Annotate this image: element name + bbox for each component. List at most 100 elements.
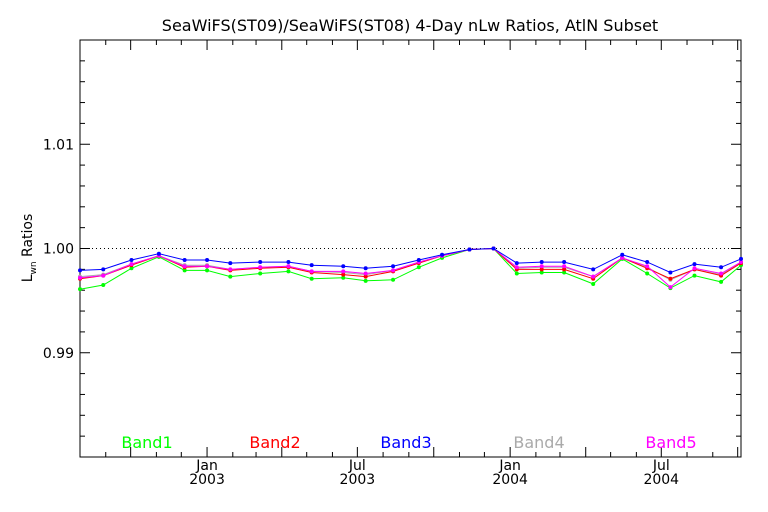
data-point-band3 [539, 260, 544, 265]
data-point-band1 [514, 271, 519, 276]
data-point-band3 [391, 264, 396, 269]
data-point-band3 [258, 260, 263, 265]
series-line-band3 [79, 247, 742, 274]
data-point-band5 [309, 269, 314, 274]
data-point-band1 [286, 269, 291, 274]
y-axis-label-rest: Ratios [20, 214, 36, 262]
data-point-band5 [739, 260, 743, 265]
x-tick-year: 2003 [189, 472, 225, 488]
data-point-band5 [341, 269, 346, 274]
x-tick-year: 2004 [492, 472, 528, 488]
data-point-band2 [341, 272, 346, 277]
data-point-band2 [363, 274, 368, 279]
data-point-band1 [591, 281, 596, 286]
data-point-band5 [645, 264, 650, 269]
legend-band3: Band3 [380, 433, 431, 452]
x-tick-month: Jul [652, 458, 670, 474]
data-point-band1 [539, 270, 544, 275]
data-point-band1 [341, 275, 346, 280]
y-axis-label-sub: wn [29, 261, 39, 274]
data-point-band5 [363, 271, 368, 276]
x-tick-year: 2004 [643, 472, 679, 488]
data-point-band5 [182, 264, 187, 269]
data-point-band3 [645, 260, 650, 265]
data-point-band1 [692, 273, 697, 278]
data-point-band5 [78, 275, 82, 280]
data-point-band3 [620, 252, 625, 257]
data-point-band1 [258, 271, 263, 276]
data-point-band3 [739, 256, 743, 261]
data-point-band5 [258, 265, 263, 270]
data-point-band3 [591, 267, 596, 272]
y-axis-label-main: L [20, 274, 36, 282]
data-point-band5 [205, 264, 210, 269]
data-point-band5 [591, 274, 596, 279]
data-point-band5 [129, 262, 134, 267]
data-point-band3 [467, 247, 472, 252]
data-point-band1 [562, 270, 567, 275]
data-point-band5 [719, 271, 724, 276]
data-point-band3 [156, 251, 161, 256]
data-point-band1 [309, 276, 314, 281]
data-point-band3 [416, 257, 421, 262]
data-point-band5 [539, 264, 544, 269]
y-tick-label: 0.99 [43, 346, 74, 362]
legend: Band1 Band2 Band3 Band4 Band5 [121, 433, 696, 452]
data-point-band3 [129, 257, 134, 262]
data-point-band3 [286, 260, 291, 265]
data-point-band3 [78, 268, 82, 273]
x-tick-month: Jan [498, 458, 521, 474]
data-point-band1 [129, 266, 134, 271]
data-point-band1 [719, 279, 724, 284]
data-point-band2 [562, 267, 567, 272]
series-line-band1 [79, 247, 742, 290]
data-point-band3 [363, 266, 368, 271]
y-axis-label: Lwn Ratios [20, 214, 39, 283]
data-point-band1 [416, 265, 421, 270]
data-point-band5 [101, 273, 106, 278]
data-point-band3 [101, 267, 106, 272]
data-point-band5 [692, 266, 697, 271]
data-point-band2 [539, 267, 544, 272]
data-point-band3 [309, 263, 314, 268]
data-point-band3 [182, 257, 187, 262]
data-point-band3 [719, 265, 724, 270]
data-point-band5 [391, 268, 396, 273]
data-point-band1 [391, 277, 396, 282]
data-point-band5 [514, 265, 519, 270]
x-tick-month: Jul [348, 458, 366, 474]
data-point-band3 [692, 262, 697, 267]
y-axis: 0.99 1.00 1.01 [43, 60, 741, 437]
data-point-band3 [668, 270, 673, 275]
plot-area: 0.991.001.01 Jan2003Jul2003Jan2004Jul200… [43, 39, 743, 488]
data-point-band5 [286, 264, 291, 269]
data-point-band3 [514, 261, 519, 266]
data-point-band5 [562, 264, 567, 269]
data-point-band5 [668, 285, 673, 290]
plot-frame [79, 39, 742, 458]
series-band5 [78, 246, 743, 290]
legend-band2: Band2 [249, 433, 300, 452]
data-point-band2 [668, 276, 673, 281]
series-band3 [78, 246, 743, 275]
data-point-band3 [491, 246, 496, 251]
data-point-band1 [228, 274, 233, 279]
y-tick-label: 1.00 [43, 242, 74, 258]
chart-title: SeaWiFS(ST09)/SeaWiFS(ST08) 4-Day nLw Ra… [162, 16, 658, 35]
series-band1 [78, 246, 743, 292]
data-point-band3 [205, 257, 210, 262]
legend-band1: Band1 [121, 433, 172, 452]
series-lines [78, 246, 743, 292]
x-tick-month: Jan [195, 458, 218, 474]
data-point-band3 [562, 260, 567, 265]
legend-band4: Band4 [513, 433, 564, 452]
data-point-band3 [440, 252, 445, 257]
data-point-band1 [101, 282, 106, 287]
data-point-band1 [78, 287, 82, 292]
legend-band5: Band5 [645, 433, 696, 452]
data-point-band5 [620, 255, 625, 260]
data-point-band5 [228, 267, 233, 272]
data-point-band1 [205, 268, 210, 273]
